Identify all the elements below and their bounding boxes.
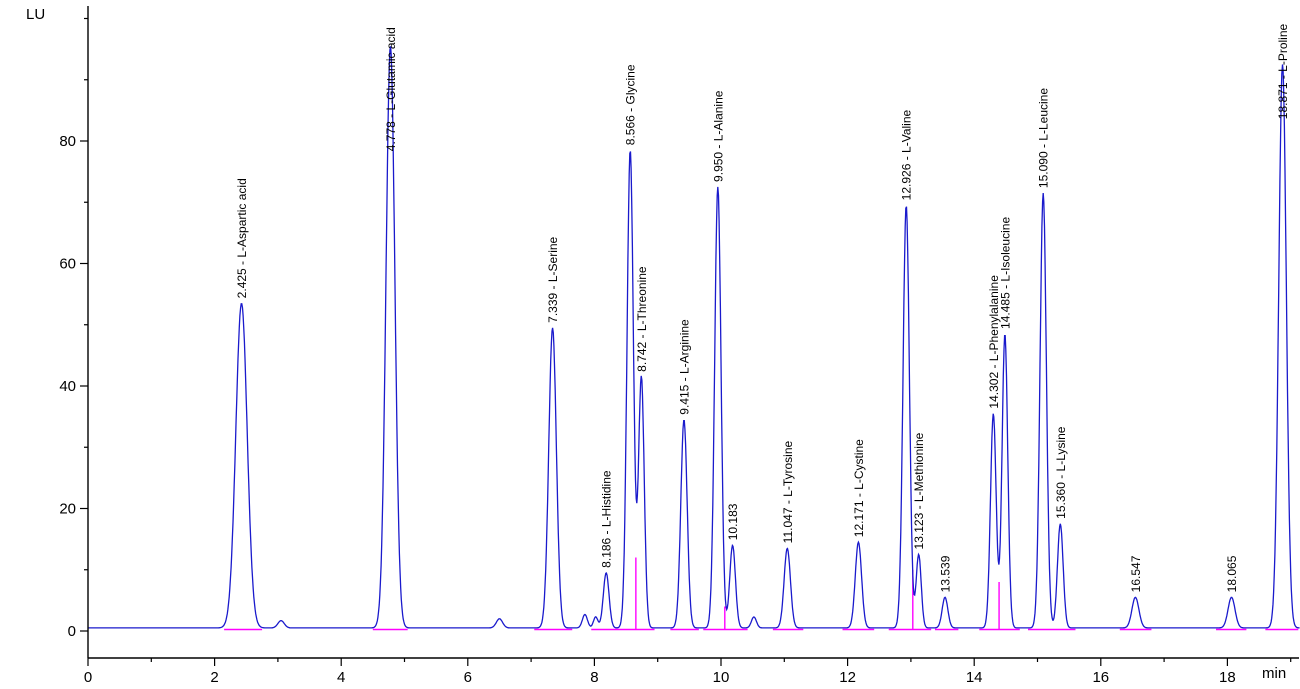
peak-label: 16.547 (1129, 555, 1143, 592)
peak-label: 8.566 - Glycine (624, 64, 638, 145)
peak-label: 13.123 - L-Methionine (912, 432, 926, 549)
x-axis-tick-label: 14 (966, 669, 983, 686)
y-axis-tick-label: 80 (59, 133, 76, 150)
x-axis-tick-label: 16 (1092, 669, 1109, 686)
peak-label: 4.778 - L-Glutamic acid (384, 27, 398, 151)
peak-label: 12.926 - L-Valine (900, 109, 914, 200)
peak-label: 7.339 - L-Serine (546, 236, 560, 322)
peak-label: 13.539 (939, 555, 953, 592)
peak-label: 2.425 - L-Aspartic acid (235, 178, 249, 298)
peak-label: 14.485 - L-Isoleucine (998, 217, 1012, 329)
peak-label: 18.871 - L-Proline (1276, 23, 1290, 119)
x-axis-tick-label: 0 (84, 669, 92, 686)
y-axis-unit-label: LU (26, 6, 46, 23)
chromatogram-trace (88, 46, 1300, 629)
x-axis-tick-label: 2 (210, 669, 218, 686)
peak-label: 9.950 - L-Alanine (711, 90, 725, 182)
peak-label: 18.065 (1225, 555, 1239, 592)
x-axis-unit-label: min (1262, 665, 1287, 682)
x-axis-tick-label: 10 (713, 669, 730, 686)
peak-label: 10.183 (726, 503, 740, 540)
peak-label: 11.047 - L-Tyrosine (781, 440, 795, 543)
peak-label: 15.090 - L-Leucine (1037, 88, 1051, 188)
peak-label: 8.742 - L-Threonine (635, 266, 649, 372)
peak-label: 15.360 - L-Lysine (1054, 426, 1068, 519)
y-axis-tick-label: 40 (59, 378, 76, 395)
peak-label: 8.186 - L-Histidine (600, 470, 614, 568)
x-axis-tick-label: 4 (337, 669, 345, 686)
x-axis-tick-label: 8 (590, 669, 598, 686)
x-axis-tick-label: 12 (839, 669, 856, 686)
y-axis-tick-label: 20 (59, 501, 76, 518)
y-axis-tick-label: 60 (59, 256, 76, 273)
y-axis-tick-label: 0 (68, 623, 76, 640)
peak-label: 12.171 - L-Cystine (852, 439, 866, 537)
peak-label: 9.415 - L-Arginine (677, 319, 691, 415)
x-axis-tick-label: 18 (1219, 669, 1236, 686)
x-axis-tick-label: 6 (464, 669, 472, 686)
peak-label: 14.302 - L-Phenylalanine (987, 275, 1001, 409)
